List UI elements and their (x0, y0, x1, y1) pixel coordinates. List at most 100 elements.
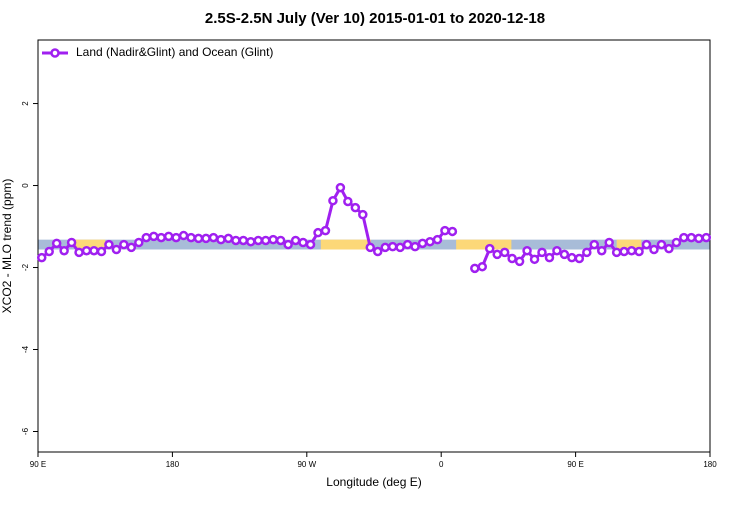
data-point (514, 256, 525, 267)
x-tick-label: 90 E (30, 460, 46, 469)
data-point (552, 245, 562, 256)
land-band (320, 239, 372, 250)
data-point (74, 247, 84, 258)
data-point (604, 237, 614, 248)
data-point (36, 252, 47, 263)
data-point (679, 232, 689, 243)
data-point (260, 235, 271, 246)
y-tick-label: 2 (21, 101, 30, 106)
data-point (134, 237, 144, 248)
data-point (477, 261, 488, 272)
data-point (410, 241, 420, 252)
data-point (186, 232, 196, 243)
data-point (417, 238, 428, 249)
x-tick-label: 180 (703, 460, 717, 469)
data-point (664, 243, 674, 254)
data-point (193, 233, 204, 244)
x-tick-label: 180 (166, 460, 180, 469)
legend-label: Land (Nadir&Glint) and Ocean (Glint) (76, 45, 273, 59)
data-point (246, 236, 256, 247)
data-point (223, 233, 234, 244)
y-axis-label: XCO2 - MLO trend (ppm) (0, 179, 14, 314)
data-point (44, 246, 54, 257)
data-point (567, 252, 577, 263)
data-point (492, 249, 502, 260)
data-point (596, 245, 607, 256)
data-point (641, 239, 652, 250)
data-point (59, 245, 69, 256)
y-tick-label: -4 (21, 345, 30, 353)
data-point (111, 244, 122, 255)
data-point (231, 235, 241, 246)
data-point (163, 231, 174, 242)
data-point (126, 242, 137, 253)
data-point (544, 252, 555, 263)
data-point (694, 233, 704, 244)
data-point (649, 244, 659, 255)
data-point (201, 233, 211, 244)
data-point (290, 235, 301, 246)
data-point (343, 196, 353, 207)
data-point (178, 230, 189, 241)
y-tick-label: -6 (21, 427, 30, 435)
data-point (529, 254, 540, 265)
data-point (89, 245, 99, 256)
data-point (522, 245, 532, 256)
data-point (611, 247, 622, 258)
data-point (365, 242, 376, 253)
y-tick-label: -2 (21, 263, 30, 271)
land-band (456, 239, 512, 250)
data-point (447, 226, 458, 237)
data-point (104, 239, 114, 250)
data-point (537, 247, 547, 258)
data-point (470, 263, 480, 274)
data-point (626, 245, 637, 256)
data-point (275, 235, 286, 246)
data-point (313, 227, 323, 238)
data-point (171, 232, 181, 243)
data-point (432, 234, 443, 245)
data-point (582, 247, 592, 258)
data-point (372, 246, 383, 257)
data-point (507, 253, 517, 264)
data-point (395, 242, 405, 253)
data-point (238, 235, 249, 246)
data-point (350, 202, 361, 213)
data-point (268, 234, 278, 245)
data-point (148, 231, 159, 242)
plot-frame (37, 39, 711, 453)
data-point (253, 235, 264, 246)
data-point (686, 232, 697, 243)
x-tick-label: 90 E (567, 460, 583, 469)
land-band (616, 239, 642, 250)
data-point (358, 209, 368, 220)
x-axis-label: Longitude (deg E) (326, 475, 421, 489)
data-point (119, 239, 129, 250)
data-point (305, 239, 316, 250)
data-point (328, 195, 338, 206)
data-point (440, 225, 450, 236)
x-tick-label: 90 W (297, 460, 316, 469)
data-point (96, 246, 107, 257)
land-band (75, 239, 106, 250)
data-point (619, 246, 629, 257)
data-point (81, 245, 92, 256)
data-point (283, 239, 293, 250)
data-point (559, 249, 570, 260)
chart-title: 2.5S-2.5N July (Ver 10) 2015-01-01 to 20… (205, 10, 545, 27)
data-point (51, 238, 62, 249)
data-point (589, 239, 600, 250)
data-point (216, 234, 226, 245)
data-point (634, 246, 644, 257)
data-point (66, 237, 77, 248)
data-point (671, 237, 682, 248)
data-point (574, 253, 585, 264)
data-point (208, 232, 219, 243)
y-tick-label: 0 (21, 183, 30, 188)
x-tick-label: 0 (439, 460, 444, 469)
data-point (402, 239, 413, 250)
data-point (387, 241, 398, 252)
data-point (425, 236, 435, 247)
data-point (298, 237, 308, 248)
